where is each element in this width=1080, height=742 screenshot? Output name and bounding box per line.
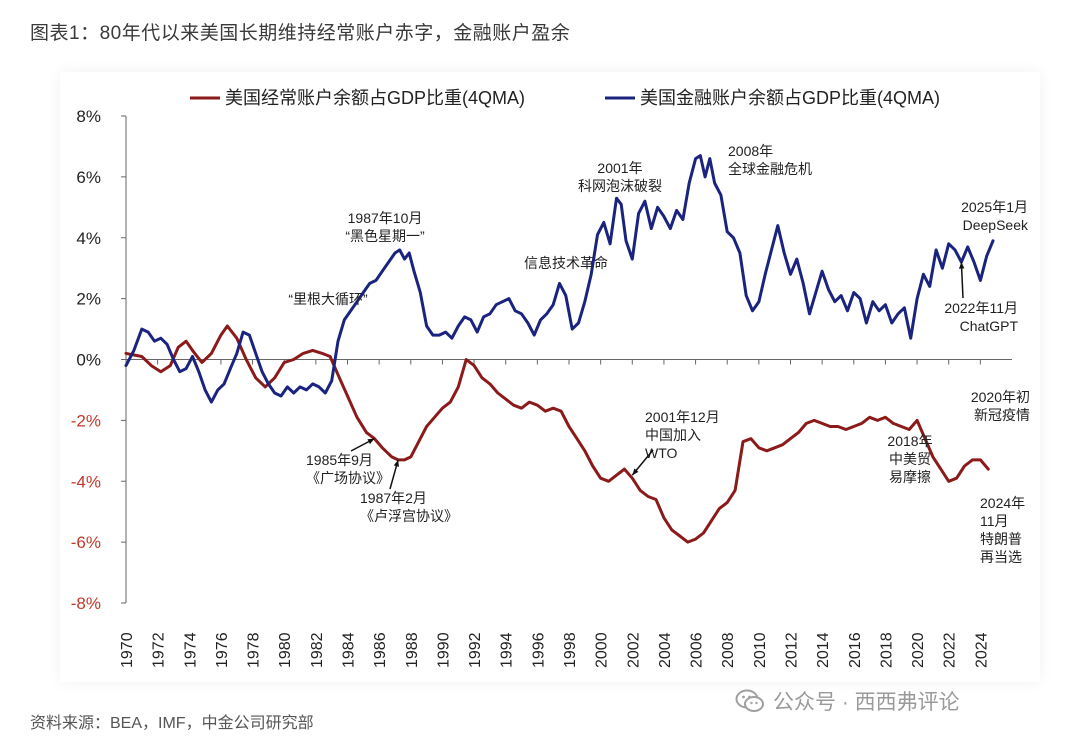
series-line-current-account	[124, 324, 990, 544]
annotation-reagan: “里根大循环”	[288, 291, 368, 307]
x-tick-label: 1994	[499, 632, 516, 668]
annotation-trump: 特朗普	[980, 531, 1022, 547]
line-chart: -8% -6% -4% -2% 0% 2% 4% 6% 8% 1970 1972 1974 1976 19…	[71, 88, 1030, 668]
annotation-trump: 再当选	[980, 549, 1022, 565]
wechat-icon	[735, 689, 764, 712]
x-tick-label: 2012	[784, 632, 801, 668]
x-tick-label: 1978	[246, 632, 263, 668]
y-tick-label: 2%	[76, 290, 101, 309]
x-tick-label: 2020	[910, 632, 927, 668]
x-tick-label: 2016	[847, 632, 864, 668]
y-tick-label: -2%	[71, 411, 101, 430]
series-line-financial-account	[124, 154, 995, 404]
y-tick-label: 0%	[76, 351, 101, 370]
annotation-chatgpt: ChatGPT	[960, 318, 1019, 334]
annotation-black-monday: “黑色星期一”	[345, 228, 425, 244]
annotation-wto: 2001年12月	[645, 409, 720, 425]
watermark: 公众号 · 西西弗评论	[735, 686, 960, 716]
x-tick-label: 1998	[562, 632, 579, 668]
x-tick-label: 1982	[309, 632, 326, 668]
x-tick-label: 1984	[341, 632, 358, 668]
x-tick-label: 1972	[151, 632, 168, 668]
legend-label: 美国金融账户余额占GDP比重(4QMA)	[640, 88, 940, 108]
x-tick-label: 1988	[404, 632, 421, 668]
annotation-trump: 11月	[980, 513, 1009, 529]
x-tick-label: 1990	[435, 632, 452, 668]
legend-label: 美国经常账户余额占GDP比重(4QMA)	[225, 88, 525, 108]
y-tick-label: -4%	[71, 472, 101, 491]
chart-container: -8% -6% -4% -2% 0% 2% 4% 6% 8% 1970 1972 1974 1976 19…	[60, 72, 1040, 682]
x-tick-label: 1986	[372, 632, 389, 668]
x-tick-label: 2018	[878, 632, 895, 668]
annotation-trade-war: 中美贸	[889, 451, 931, 467]
annotation-chatgpt: 2022年11月	[944, 300, 1018, 316]
annotation-dotcom: 2001年	[597, 160, 642, 176]
x-tick-label: 2008	[720, 632, 737, 668]
annotation-dotcom: 科网泡沫破裂	[578, 178, 662, 194]
annotation-it-revolution: 信息技术革命	[524, 255, 608, 271]
annotation-trump: 2024年	[980, 495, 1025, 511]
y-tick-label: 8%	[76, 107, 101, 126]
annotation-trade-war: 易摩擦	[889, 469, 931, 485]
x-tick-label: 1996	[530, 632, 547, 668]
annotation-arrowhead	[632, 468, 639, 476]
source-note: 资料来源：BEA，IMF，中金公司研究部	[30, 715, 314, 732]
x-tick-label: 1974	[182, 632, 199, 668]
x-tick-label: 2006	[689, 632, 706, 668]
annotation-covid: 新冠疫情	[974, 407, 1030, 423]
annotation-gfc: 2008年	[728, 143, 773, 159]
y-tick-label: 4%	[76, 229, 101, 248]
annotation-arrowhead	[958, 262, 965, 269]
annotation-deepseek: 2025年1月	[961, 199, 1028, 215]
watermark-text: 公众号 · 西西弗评论	[773, 691, 960, 714]
x-tick-label: 2002	[625, 632, 642, 668]
annotation-louvre: 《卢浮宫协议》	[360, 508, 458, 524]
annotation-louvre: 1987年2月	[360, 490, 427, 506]
annotation-deepseek: DeepSeek	[963, 217, 1029, 233]
x-tick-label: 1980	[277, 632, 294, 668]
x-tick-label: 2010	[752, 632, 769, 668]
x-tick-label: 2004	[657, 632, 674, 668]
annotation-black-monday: 1987年10月	[348, 210, 423, 226]
annotation-arrowhead	[393, 459, 399, 467]
x-tick-label: 2000	[594, 632, 611, 668]
x-tick-label: 1970	[119, 632, 136, 668]
y-tick-label: 6%	[76, 168, 101, 187]
x-tick-label: 2022	[942, 632, 959, 668]
annotation-covid: 2020年初	[971, 389, 1030, 405]
annotation-gfc: 全球金融危机	[728, 161, 812, 177]
y-tick-label: -8%	[71, 594, 101, 613]
chart-title: 图表1：80年代以来美国长期维持经常账户赤字，金融账户盈余	[30, 23, 571, 44]
x-tick-label: 2024	[973, 632, 990, 668]
x-tick-label: 1992	[467, 632, 484, 668]
annotation-trade-war: 2018年	[887, 433, 932, 449]
annotation-wto: 中国加入	[645, 427, 701, 443]
x-tick-label: 2014	[815, 632, 832, 668]
annotation-plaza: 1985年9月	[306, 452, 373, 468]
annotation-plaza: 《广场协议》	[306, 470, 390, 486]
x-tick-label: 1976	[214, 632, 231, 668]
annotation-arrowhead	[367, 438, 375, 445]
y-tick-label: -6%	[71, 533, 101, 552]
annotation-wto: WTO	[645, 445, 678, 461]
